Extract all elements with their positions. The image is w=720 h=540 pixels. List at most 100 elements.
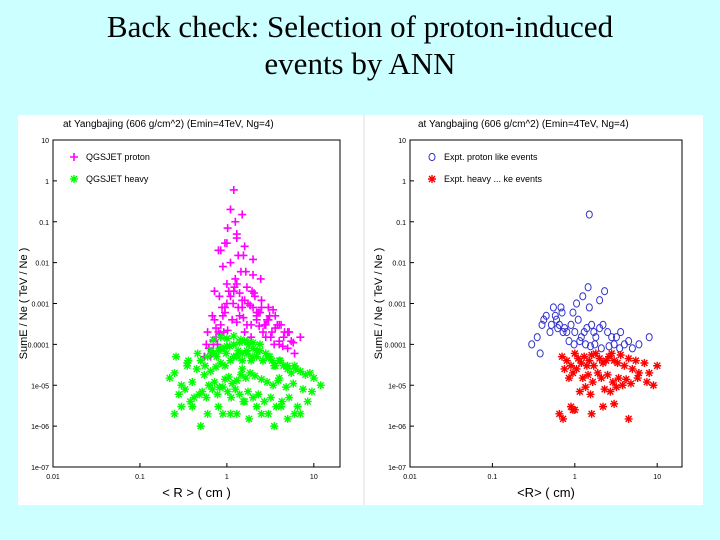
data-point bbox=[228, 315, 237, 324]
data-point bbox=[266, 393, 275, 402]
data-point bbox=[196, 356, 205, 365]
data-point bbox=[261, 333, 270, 342]
data-point bbox=[216, 320, 225, 329]
data-point bbox=[275, 374, 284, 383]
data-point bbox=[186, 397, 195, 406]
data-point bbox=[290, 349, 299, 358]
data-point bbox=[570, 340, 578, 349]
data-point bbox=[581, 383, 590, 392]
data-point bbox=[249, 338, 258, 347]
data-point bbox=[570, 349, 579, 358]
data-point bbox=[596, 296, 604, 305]
data-point bbox=[591, 340, 599, 349]
data-point bbox=[276, 356, 285, 365]
data-point bbox=[640, 359, 649, 368]
data-point bbox=[580, 352, 589, 361]
data-point bbox=[269, 381, 278, 390]
data-point bbox=[305, 368, 314, 377]
data-point bbox=[249, 255, 258, 264]
data-point bbox=[577, 359, 586, 368]
data-point bbox=[228, 379, 237, 388]
data-point bbox=[232, 376, 241, 385]
scatter-chart-simulation: at Yangbajing (606 g/cm^2) (Emin=4TeV, N… bbox=[18, 119, 341, 500]
data-point bbox=[245, 340, 254, 349]
data-point bbox=[249, 344, 258, 353]
data-point bbox=[584, 283, 592, 292]
data-point bbox=[272, 402, 281, 411]
data-point bbox=[213, 340, 222, 349]
data-point bbox=[218, 409, 227, 418]
data-point bbox=[555, 409, 564, 418]
data-point bbox=[603, 370, 612, 379]
data-point bbox=[264, 409, 273, 418]
data-point bbox=[578, 374, 587, 383]
data-point bbox=[234, 346, 243, 355]
data-point bbox=[587, 409, 596, 418]
data-point bbox=[582, 340, 590, 349]
data-point bbox=[576, 337, 584, 346]
data-point bbox=[224, 372, 233, 381]
data-point bbox=[203, 328, 212, 337]
data-point bbox=[614, 374, 623, 383]
data-point bbox=[289, 379, 298, 388]
data-point bbox=[558, 352, 567, 361]
x-tick-label: 0.01 bbox=[403, 474, 417, 481]
data-point bbox=[283, 344, 292, 353]
data-point bbox=[192, 364, 201, 373]
data-point bbox=[235, 338, 244, 347]
data-point bbox=[263, 378, 272, 387]
data-point bbox=[238, 356, 247, 365]
data-point bbox=[585, 210, 593, 219]
data-point bbox=[258, 328, 267, 337]
data-point bbox=[290, 361, 299, 370]
data-point bbox=[269, 305, 278, 314]
data-point bbox=[240, 397, 249, 406]
data-point bbox=[217, 344, 226, 353]
data-point bbox=[568, 368, 577, 377]
data-point bbox=[212, 352, 221, 361]
data-point bbox=[649, 381, 658, 390]
data-point bbox=[244, 387, 253, 396]
data-point bbox=[213, 390, 222, 399]
data-point bbox=[562, 356, 571, 365]
data-point bbox=[195, 390, 204, 399]
data-point bbox=[236, 335, 245, 344]
data-point bbox=[238, 296, 247, 305]
data-point bbox=[220, 361, 229, 370]
data-point bbox=[230, 283, 239, 292]
data-point bbox=[559, 414, 568, 423]
data-point bbox=[252, 352, 261, 361]
data-point bbox=[249, 289, 258, 298]
data-point bbox=[212, 324, 221, 333]
data-point bbox=[298, 385, 307, 394]
data-point bbox=[616, 344, 624, 353]
data-point bbox=[602, 356, 611, 365]
data-point bbox=[242, 349, 251, 358]
y-tick-label: 1 bbox=[45, 179, 49, 186]
data-point bbox=[557, 303, 565, 312]
chart-title: at Yangbajing (606 g/cm^2) (Emin=4TeV, N… bbox=[63, 119, 274, 130]
series-1-points bbox=[200, 185, 305, 361]
data-point bbox=[220, 375, 229, 384]
data-point bbox=[303, 397, 312, 406]
data-point bbox=[631, 356, 640, 365]
data-point bbox=[257, 296, 266, 305]
data-point bbox=[264, 303, 273, 312]
chart-panel-simulation: at Yangbajing (606 g/cm^2) (Emin=4TeV, N… bbox=[18, 115, 365, 505]
data-point bbox=[546, 327, 554, 337]
data-point bbox=[240, 328, 249, 337]
data-point bbox=[207, 346, 216, 355]
data-point bbox=[231, 274, 240, 283]
data-point bbox=[601, 287, 609, 296]
y-tick-label: 1 bbox=[402, 179, 406, 186]
data-point bbox=[624, 354, 633, 363]
data-point bbox=[282, 383, 291, 392]
y-tick-label: 0.0001 bbox=[28, 342, 50, 349]
data-point bbox=[248, 352, 257, 361]
data-point bbox=[610, 399, 619, 408]
y-tick-label: 1e-07 bbox=[388, 465, 406, 472]
data-point bbox=[574, 315, 582, 324]
data-point bbox=[290, 409, 299, 418]
legend-label: Expt. proton like events bbox=[444, 152, 538, 162]
data-point bbox=[252, 308, 261, 317]
